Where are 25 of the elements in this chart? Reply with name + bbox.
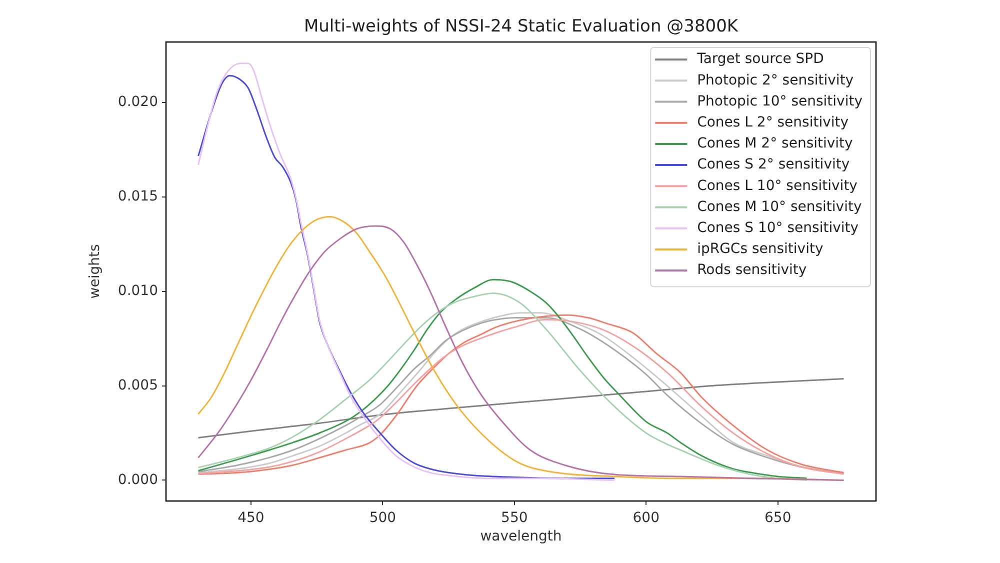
y-tick-label: 0.010 [118, 282, 158, 299]
x-tick-label: 600 [632, 510, 660, 526]
legend-label: Photopic 10° sensitivity [697, 93, 863, 110]
chart-title: Multi-weights of NSSI-24 Static Evaluation @3800K [304, 16, 739, 37]
legend-label: Cones M 2° sensitivity [697, 136, 853, 152]
legend-label: Cones S 2° sensitivity [697, 156, 850, 173]
y-tick-label: 0.005 [118, 377, 158, 394]
legend-label: Cones S 10° sensitivity [697, 220, 859, 236]
x-tick-label: 650 [764, 510, 792, 526]
y-tick-label: 0.020 [118, 94, 158, 110]
x-tick-label: 550 [501, 510, 528, 526]
y-axis-title: weights [87, 244, 104, 299]
legend-label: Cones M 10° sensitivity [697, 198, 862, 215]
legend-label: Cones L 2° sensitivity [697, 114, 849, 130]
y-tick-label: 0.015 [118, 188, 158, 205]
x-tick-label: 450 [238, 510, 264, 526]
legend-label: Target source SPD [696, 51, 824, 68]
legend-label: Photopic 2° sensitivity [697, 72, 854, 88]
line-series [198, 378, 844, 438]
y-tick-label: 0.000 [118, 472, 158, 488]
x-tick-label: 500 [369, 510, 396, 526]
legend-label: ipRGCs sensitivity [697, 241, 824, 258]
legend-label: Cones L 10° sensitivity [697, 178, 858, 194]
x-axis-title: wavelength [480, 528, 562, 545]
legend-label: Rods sensitivity [697, 262, 807, 278]
